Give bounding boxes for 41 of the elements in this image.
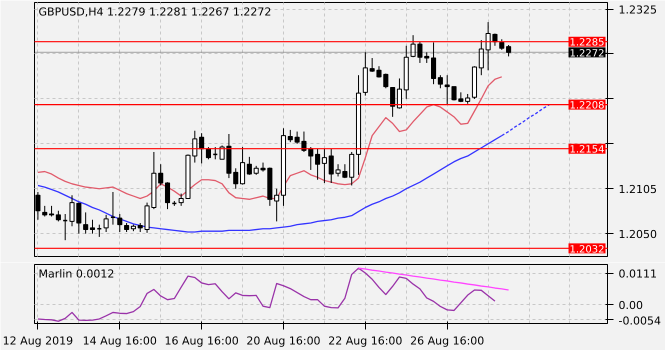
- y-tick-label: 0.00: [618, 298, 643, 312]
- candlestick: [62, 214, 68, 241]
- candlestick: [383, 73, 388, 89]
- candlestick: [431, 42, 436, 85]
- candlestick: [96, 224, 102, 238]
- candlestick: [56, 210, 61, 222]
- candlestick: [212, 146, 218, 160]
- x-tick-label: 14 Aug 16:00: [82, 334, 157, 348]
- ref-line-label: 1.2032: [570, 244, 605, 256]
- candlestick: [110, 191, 116, 226]
- candlestick: [69, 194, 75, 227]
- y-tick-label: -0.0054: [618, 314, 661, 328]
- candlestick: [83, 212, 88, 234]
- chart-title: GBPUSD,H4 1.2279 1.2281 1.2267 1.2272: [38, 6, 272, 18]
- line-series: [358, 268, 510, 291]
- candlestick: [164, 182, 170, 210]
- x-tick-label: 22 Aug 16:00: [328, 334, 402, 348]
- y-tick-label: 0.0111: [618, 268, 657, 281]
- ref-line-label: 1.2272: [570, 48, 605, 60]
- candlestick: [117, 214, 122, 232]
- y-tick-label: 1.2105: [618, 183, 657, 196]
- candlestick: [76, 202, 82, 234]
- chart-title: Marlin 0.0012: [38, 268, 114, 280]
- x-tick-label: 26 Aug 16:00: [410, 334, 484, 348]
- candlestick: [438, 74, 443, 89]
- ref-line-label: 1.2285: [570, 38, 605, 49]
- candlestick: [451, 86, 457, 102]
- candlestick: [90, 219, 96, 234]
- y-tick-label: 1.2050: [618, 228, 657, 242]
- candlestick: [444, 74, 450, 106]
- y-tick-label: 1.2325: [618, 4, 657, 17]
- candlestick: [178, 193, 184, 206]
- x-tick-label: 20 Aug 16:00: [246, 334, 321, 348]
- x-tick-label: 12 Aug 2019: [2, 334, 74, 348]
- candlestick: [410, 34, 416, 58]
- ref-line-label: 1.2154: [570, 144, 605, 156]
- candlestick: [390, 86, 396, 118]
- x-tick-label: 16 Aug 16:00: [164, 334, 239, 348]
- ref-line-label: 1.2208: [570, 100, 605, 112]
- line-series: [37, 268, 496, 322]
- candlestick: [104, 214, 109, 232]
